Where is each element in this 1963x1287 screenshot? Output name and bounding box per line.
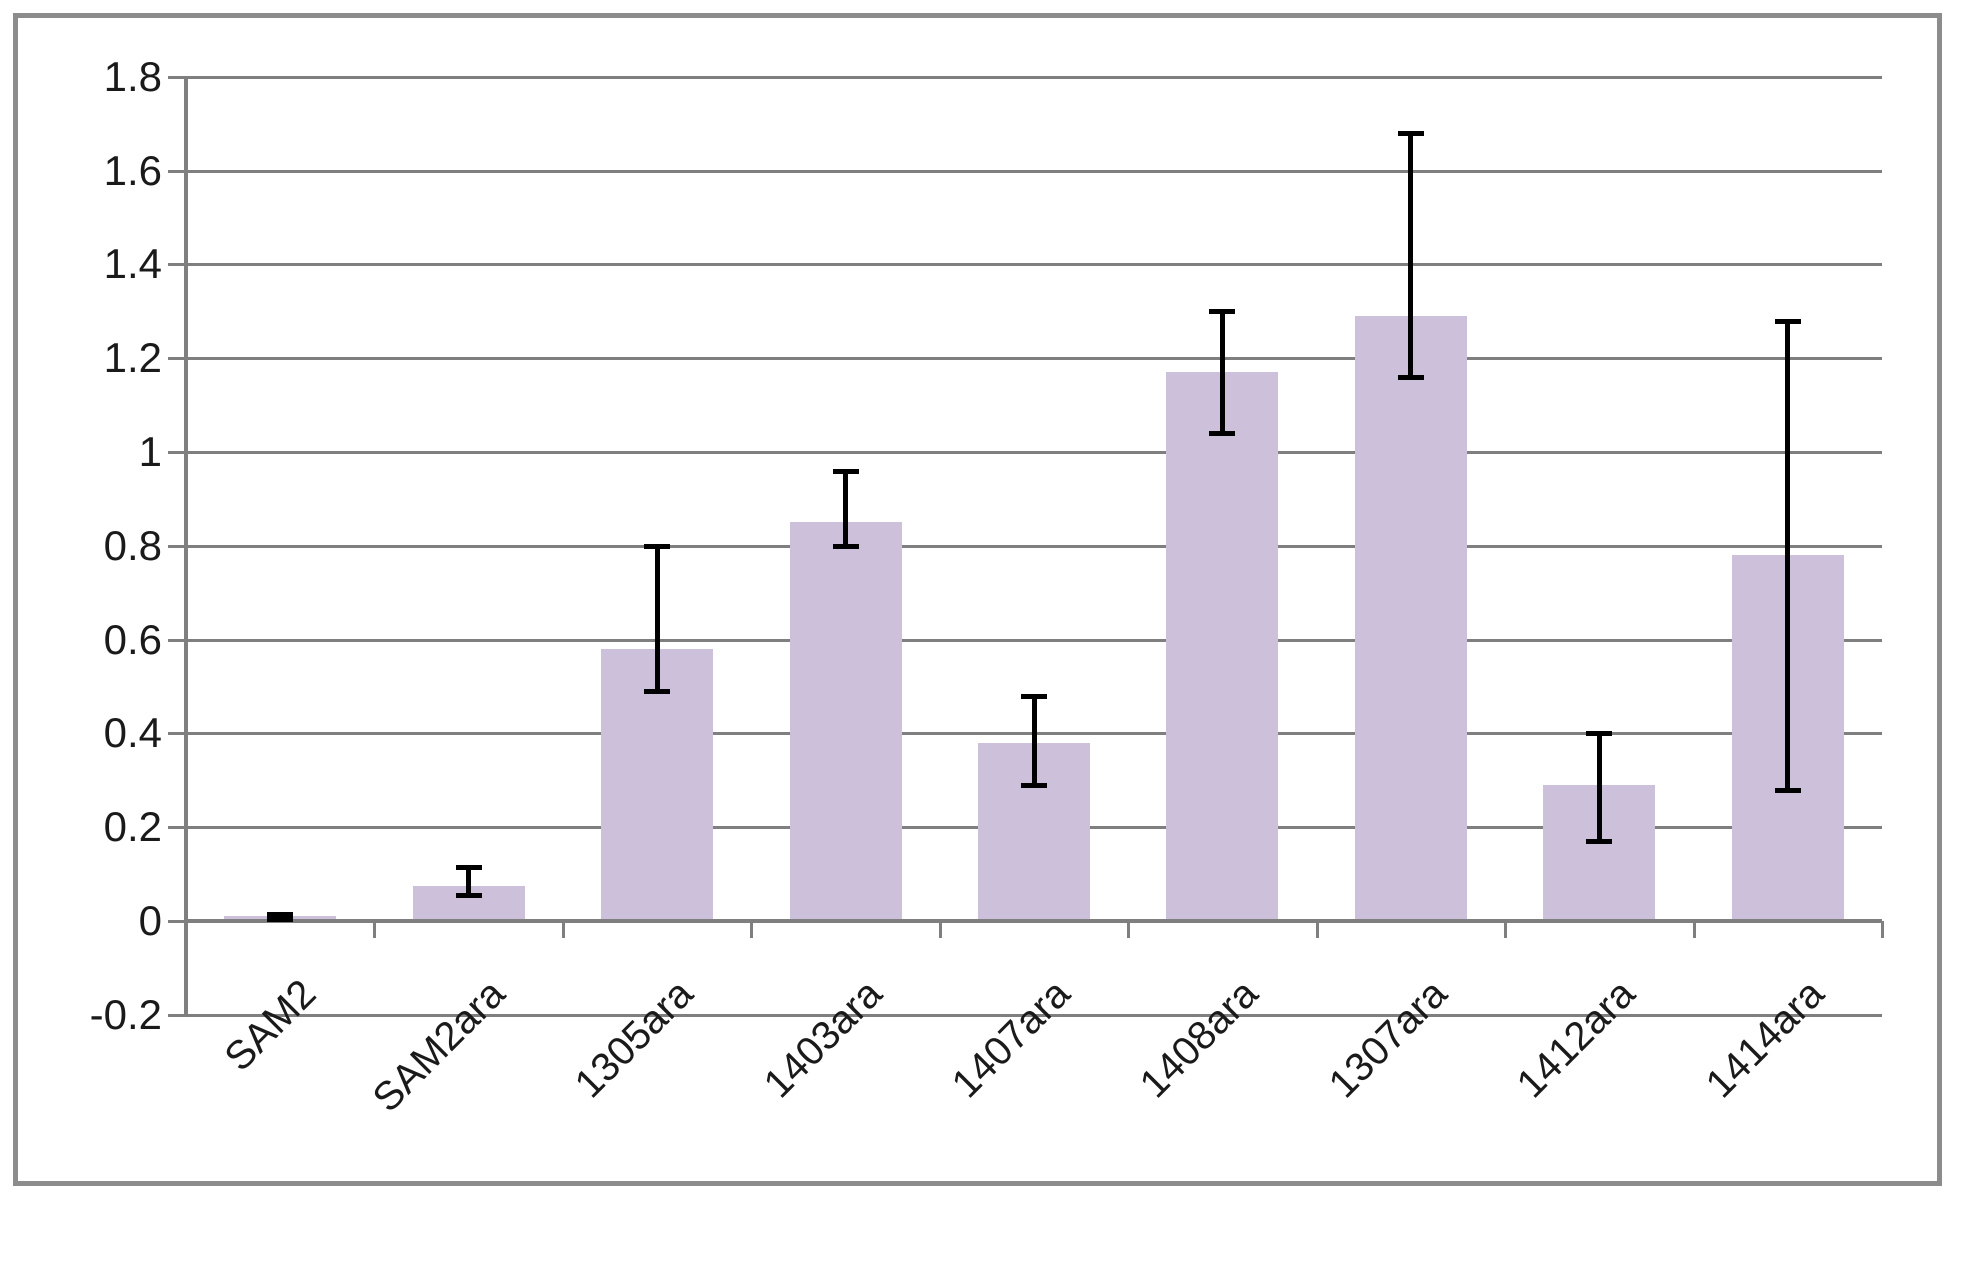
chart-frame: [13, 13, 1942, 1186]
chart-page: { "chart_data": { "type": "bar", "title"…: [13, 13, 1942, 1186]
